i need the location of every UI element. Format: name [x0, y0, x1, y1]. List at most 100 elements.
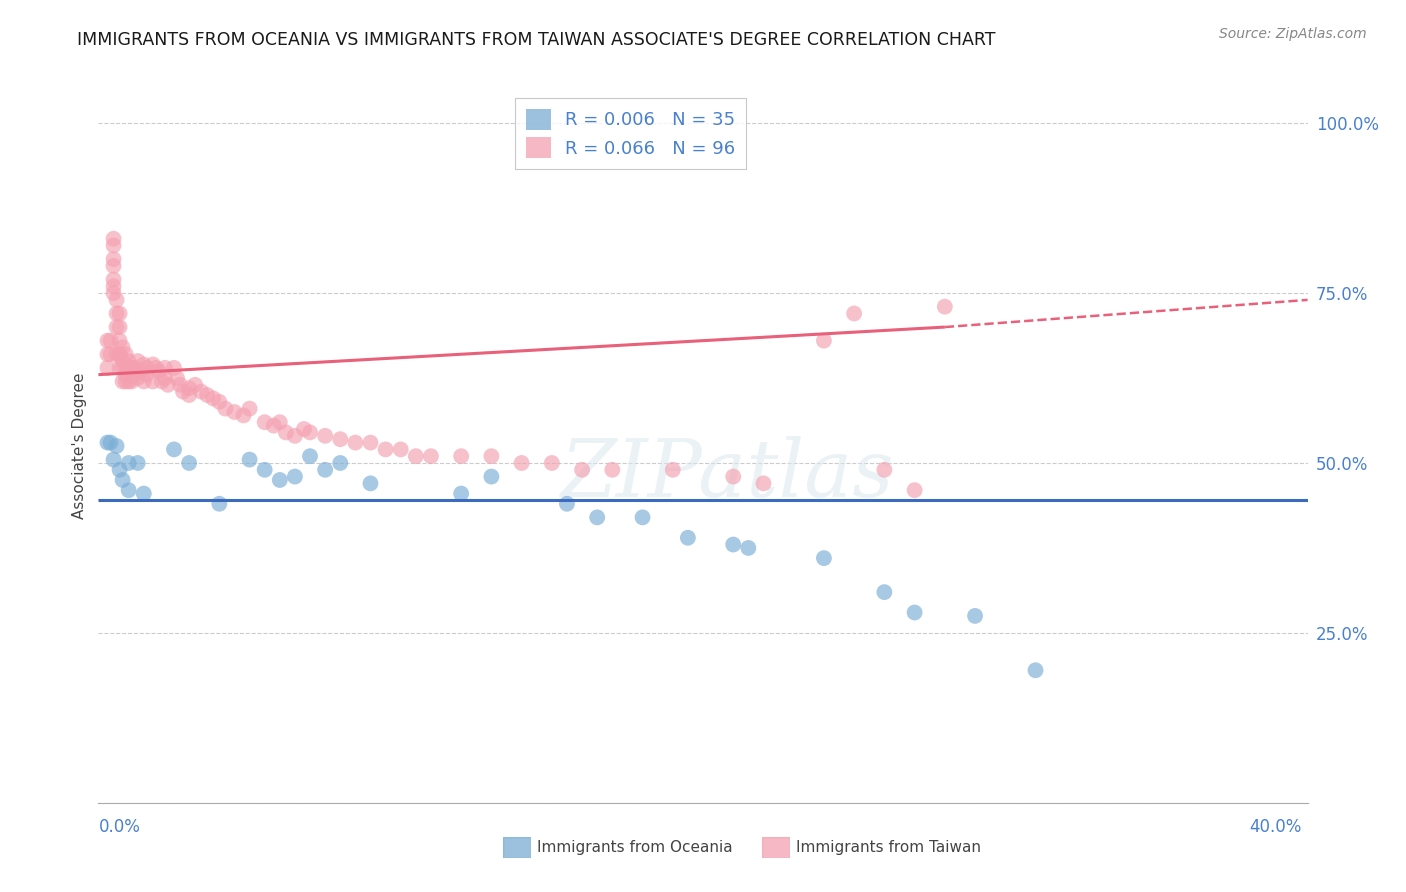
Point: [108, 463, 131, 477]
Point: [111, 473, 134, 487]
Point: [555, 497, 578, 511]
Point: [253, 463, 276, 477]
Point: [132, 375, 155, 389]
Point: [129, 364, 152, 378]
Point: [510, 456, 533, 470]
Point: [111, 360, 134, 375]
Point: [114, 347, 136, 361]
Point: [405, 449, 427, 463]
Point: [208, 394, 231, 409]
Text: Source: ZipAtlas.com: Source: ZipAtlas.com: [1219, 27, 1367, 41]
Point: [96, 435, 118, 450]
Point: [108, 320, 131, 334]
Point: [177, 388, 201, 402]
Point: [114, 375, 136, 389]
Point: [224, 405, 246, 419]
Point: [263, 418, 285, 433]
Point: [177, 456, 201, 470]
Point: [108, 360, 131, 375]
Point: [127, 354, 149, 368]
Point: [114, 360, 136, 375]
Point: [481, 449, 503, 463]
Point: [156, 377, 179, 392]
Point: [169, 377, 191, 392]
Point: [269, 415, 291, 429]
Point: [153, 371, 176, 385]
Point: [284, 469, 307, 483]
Point: [103, 286, 125, 301]
Point: [844, 306, 866, 320]
Point: [105, 439, 128, 453]
Point: [873, 585, 896, 599]
Text: Immigrants from Oceania: Immigrants from Oceania: [537, 840, 733, 855]
Point: [360, 435, 382, 450]
Point: [118, 375, 141, 389]
Point: [284, 429, 307, 443]
Point: [100, 347, 122, 361]
Point: [96, 347, 118, 361]
Point: [676, 531, 699, 545]
Point: [631, 510, 654, 524]
Point: [148, 364, 170, 378]
Point: [239, 452, 262, 467]
Point: [108, 334, 131, 348]
Point: [239, 401, 262, 416]
Text: 40.0%: 40.0%: [1250, 818, 1302, 836]
Point: [737, 541, 759, 555]
Point: [571, 463, 593, 477]
Point: [269, 473, 291, 487]
Point: [150, 375, 173, 389]
Point: [202, 392, 225, 406]
Point: [108, 306, 131, 320]
Point: [232, 409, 254, 423]
Point: [121, 375, 143, 389]
Point: [105, 293, 128, 307]
Point: [100, 334, 122, 348]
Point: [1024, 663, 1046, 677]
Y-axis label: Associate's Degree: Associate's Degree: [72, 373, 87, 519]
Point: [904, 606, 927, 620]
Point: [118, 456, 141, 470]
Point: [163, 442, 186, 457]
Point: [214, 401, 236, 416]
Legend: R = 0.006   N = 35, R = 0.066   N = 96: R = 0.006 N = 35, R = 0.066 N = 96: [515, 98, 747, 169]
Point: [813, 551, 835, 566]
Point: [135, 360, 157, 375]
Point: [721, 469, 744, 483]
Point: [105, 306, 128, 320]
Point: [389, 442, 412, 457]
Point: [419, 449, 441, 463]
Point: [172, 384, 194, 399]
Point: [103, 238, 125, 252]
Point: [721, 537, 744, 551]
Point: [190, 384, 212, 399]
Point: [118, 354, 141, 368]
Text: Immigrants from Taiwan: Immigrants from Taiwan: [796, 840, 981, 855]
Point: [965, 608, 987, 623]
Point: [118, 360, 141, 375]
Point: [124, 368, 146, 382]
Text: ZIPatlas: ZIPatlas: [561, 436, 894, 513]
Point: [135, 368, 157, 382]
Point: [163, 360, 186, 375]
Point: [132, 358, 155, 372]
Point: [142, 358, 165, 372]
Point: [873, 463, 896, 477]
Point: [153, 360, 176, 375]
Point: [274, 425, 297, 440]
Point: [103, 452, 125, 467]
Text: IMMIGRANTS FROM OCEANIA VS IMMIGRANTS FROM TAIWAN ASSOCIATE'S DEGREE CORRELATION: IMMIGRANTS FROM OCEANIA VS IMMIGRANTS FR…: [77, 31, 995, 49]
Point: [111, 354, 134, 368]
Point: [105, 347, 128, 361]
Point: [904, 483, 927, 498]
Point: [103, 252, 125, 266]
Point: [166, 371, 188, 385]
Point: [661, 463, 683, 477]
Point: [934, 300, 956, 314]
Point: [195, 388, 218, 402]
Point: [132, 486, 155, 500]
Point: [118, 483, 141, 498]
Point: [121, 360, 143, 375]
Point: [103, 279, 125, 293]
Point: [145, 360, 167, 375]
